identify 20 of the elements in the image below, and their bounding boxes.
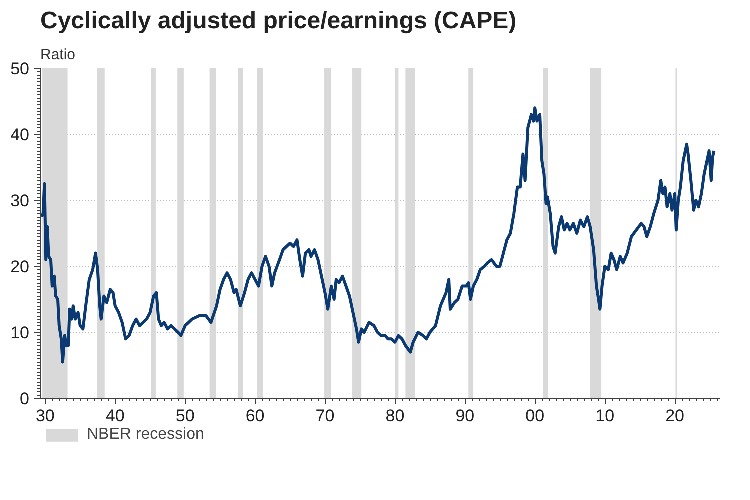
x-tick-label: 60: [246, 406, 265, 426]
y-tick-label: 30: [10, 192, 30, 210]
x-tick-label: 40: [106, 406, 125, 426]
y-tick-label: 50: [10, 60, 30, 78]
x-tick-label: 30: [36, 406, 55, 426]
y-tick-label: 40: [10, 126, 30, 144]
x-tick-label: 20: [666, 406, 684, 426]
x-tick-label: 70: [316, 406, 335, 426]
y-tick-label: 0: [20, 390, 30, 408]
chart-title: Cyclically adjusted price/earnings (CAPE): [40, 8, 517, 34]
x-tick-label: 00: [526, 406, 545, 426]
line-series: [40, 106, 716, 364]
x-tick-label: 10: [596, 406, 615, 426]
x-tick-label: 90: [456, 406, 475, 426]
x-tick-label: 50: [176, 406, 195, 426]
x-tick-label: 80: [386, 406, 405, 426]
y-tick-label: 10: [10, 324, 30, 342]
y-axis-title: Ratio: [40, 46, 76, 64]
legend-label: NBER recession: [87, 426, 204, 444]
y-tick-label: 20: [10, 258, 30, 276]
